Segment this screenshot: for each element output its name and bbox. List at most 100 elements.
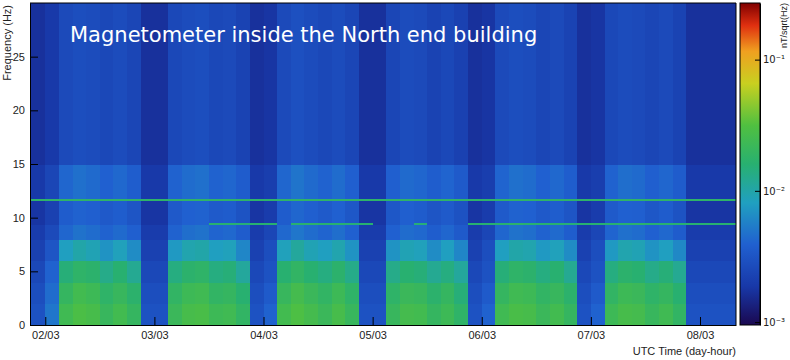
heatmap-cell: [427, 282, 441, 304]
x-axis-title: UTC Time (day-hour): [633, 345, 736, 357]
heatmap-cell: [182, 200, 196, 222]
heatmap-cell: [127, 164, 141, 199]
heatmap-cell: [386, 224, 400, 240]
heatmap-cell: [345, 224, 359, 240]
heatmap-cell: [182, 224, 196, 240]
heatmap-cell: [618, 200, 632, 222]
heatmap-cell: [291, 239, 305, 261]
x-tick: 08/03: [687, 317, 715, 341]
heatmap-cell: [30, 164, 46, 199]
heatmap-cell: [645, 3, 659, 165]
heatmap-cell: [495, 304, 509, 325]
heatmap-cell: [700, 164, 736, 199]
colorbar-tick: 10⁻¹: [755, 54, 785, 65]
heatmap-cell: [141, 282, 155, 304]
x-tick: 03/03: [141, 317, 169, 341]
heatmap-cell: [618, 224, 632, 240]
heatmap-cell: [482, 164, 496, 199]
heatmap-cell: [618, 3, 632, 165]
heatmap-cell: [577, 282, 591, 304]
heatmap-cell: [250, 304, 264, 325]
heatmap-cell: [495, 164, 509, 199]
x-tick-label: 08/03: [687, 329, 715, 341]
heatmap-cell: [495, 282, 509, 304]
heatmap-cell: [454, 282, 468, 304]
y-tick-label: 10: [13, 212, 25, 224]
heatmap-cell: [386, 164, 400, 199]
heatmap-cell: [468, 164, 482, 199]
x-tick-mark: [264, 317, 265, 325]
heatmap-cell: [564, 282, 578, 304]
heatmap-cell: [332, 239, 346, 261]
heatmap-cell: [673, 304, 687, 325]
heatmap-cell: [373, 164, 387, 199]
heatmap-cell: [345, 282, 359, 304]
heatmap-cell: [332, 164, 346, 199]
heatmap-cell: [414, 239, 428, 261]
x-tick-label: 05/03: [359, 329, 387, 341]
heatmap-cell: [509, 304, 523, 325]
heatmap-cell: [564, 304, 578, 325]
y-axis: 0510152025: [13, 4, 38, 332]
heatmap-cell: [127, 239, 141, 261]
heatmap-cell: [645, 304, 659, 325]
y-tick-label: 5: [19, 265, 25, 277]
heatmap-cell: [127, 282, 141, 304]
heatmap-cell: [673, 261, 687, 283]
heatmap-cell: [373, 261, 387, 283]
y-tick-mark: [30, 218, 38, 219]
heatmap-cell: [73, 164, 87, 199]
heatmap-cell: [154, 261, 168, 283]
heatmap-cell: [86, 304, 100, 325]
heatmap-cell: [659, 164, 673, 199]
heatmap-cell: [304, 224, 318, 240]
heatmap-cell: [100, 224, 114, 240]
heatmap-cell: [168, 304, 182, 325]
heatmap-cell: [73, 282, 87, 304]
heatmap-cell: [318, 282, 332, 304]
heatmap-cell: [454, 261, 468, 283]
heatmap-cell: [400, 164, 414, 199]
heatmap-cell: [264, 282, 278, 304]
heatmap-cell: [30, 239, 46, 261]
heatmap-cell: [45, 3, 59, 165]
heatmap-cell: [441, 200, 455, 222]
heatmap-cell: [182, 261, 196, 283]
heatmap-cell: [427, 261, 441, 283]
heatmap-cell: [427, 224, 441, 240]
chart-title: Magnetometer inside the North end buildi…: [70, 23, 537, 47]
x-tick-mark: [154, 317, 155, 325]
y-tick: 20: [13, 104, 38, 116]
heatmap-cell: [373, 282, 387, 304]
heatmap-cell: [632, 164, 646, 199]
heatmap-cell: [223, 282, 237, 304]
colorbar-tick-mark: [755, 60, 760, 61]
heatmap-cell: [605, 304, 619, 325]
heatmap-cell: [414, 261, 428, 283]
heatmap-cell: [291, 261, 305, 283]
heatmap-cell: [536, 282, 550, 304]
heatmap-cell: [86, 164, 100, 199]
heatmap-cell: [509, 224, 523, 240]
heatmap-cell: [686, 164, 700, 199]
heatmap-cell: [73, 200, 87, 222]
colorbar-tick-label: 10⁻³: [763, 317, 785, 328]
x-tick: 02/03: [32, 317, 60, 341]
heatmap-cell: [509, 261, 523, 283]
heatmap-cell: [359, 304, 373, 325]
heatmap-cell: [127, 200, 141, 222]
heatmap-cell: [236, 282, 250, 304]
heatmap-cell: [550, 200, 564, 222]
chart-svg: 02/0303/0304/0305/0306/0307/0308/0305101…: [0, 0, 790, 360]
heatmap-cell: [618, 239, 632, 261]
heatmap-cell: [577, 3, 591, 165]
heatmap-cell: [304, 304, 318, 325]
heatmap-cell: [332, 200, 346, 222]
x-tick-label: 06/03: [468, 329, 496, 341]
x-tick: 04/03: [250, 317, 278, 341]
heatmap-cell: [550, 224, 564, 240]
heatmap-cell: [632, 224, 646, 240]
plot-background: [30, 3, 736, 325]
heatmap-cell: [113, 261, 127, 283]
heatmap-cell: [100, 282, 114, 304]
